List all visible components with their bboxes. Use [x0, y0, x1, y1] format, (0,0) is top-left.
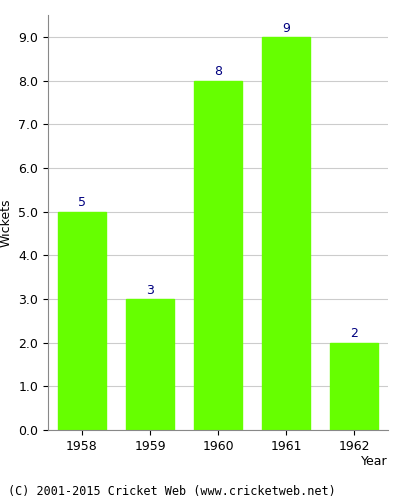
Text: 9: 9: [282, 22, 290, 35]
Y-axis label: Wickets: Wickets: [0, 198, 13, 246]
Bar: [330, 342, 378, 430]
Bar: [262, 37, 310, 430]
X-axis label: Year: Year: [361, 455, 388, 468]
Text: 8: 8: [214, 66, 222, 78]
Bar: [58, 212, 106, 430]
Text: (C) 2001-2015 Cricket Web (www.cricketweb.net): (C) 2001-2015 Cricket Web (www.cricketwe…: [8, 484, 336, 498]
Bar: [194, 80, 242, 430]
Text: 3: 3: [146, 284, 154, 297]
Text: 5: 5: [78, 196, 86, 209]
Text: 2: 2: [350, 328, 358, 340]
Bar: [126, 299, 174, 430]
